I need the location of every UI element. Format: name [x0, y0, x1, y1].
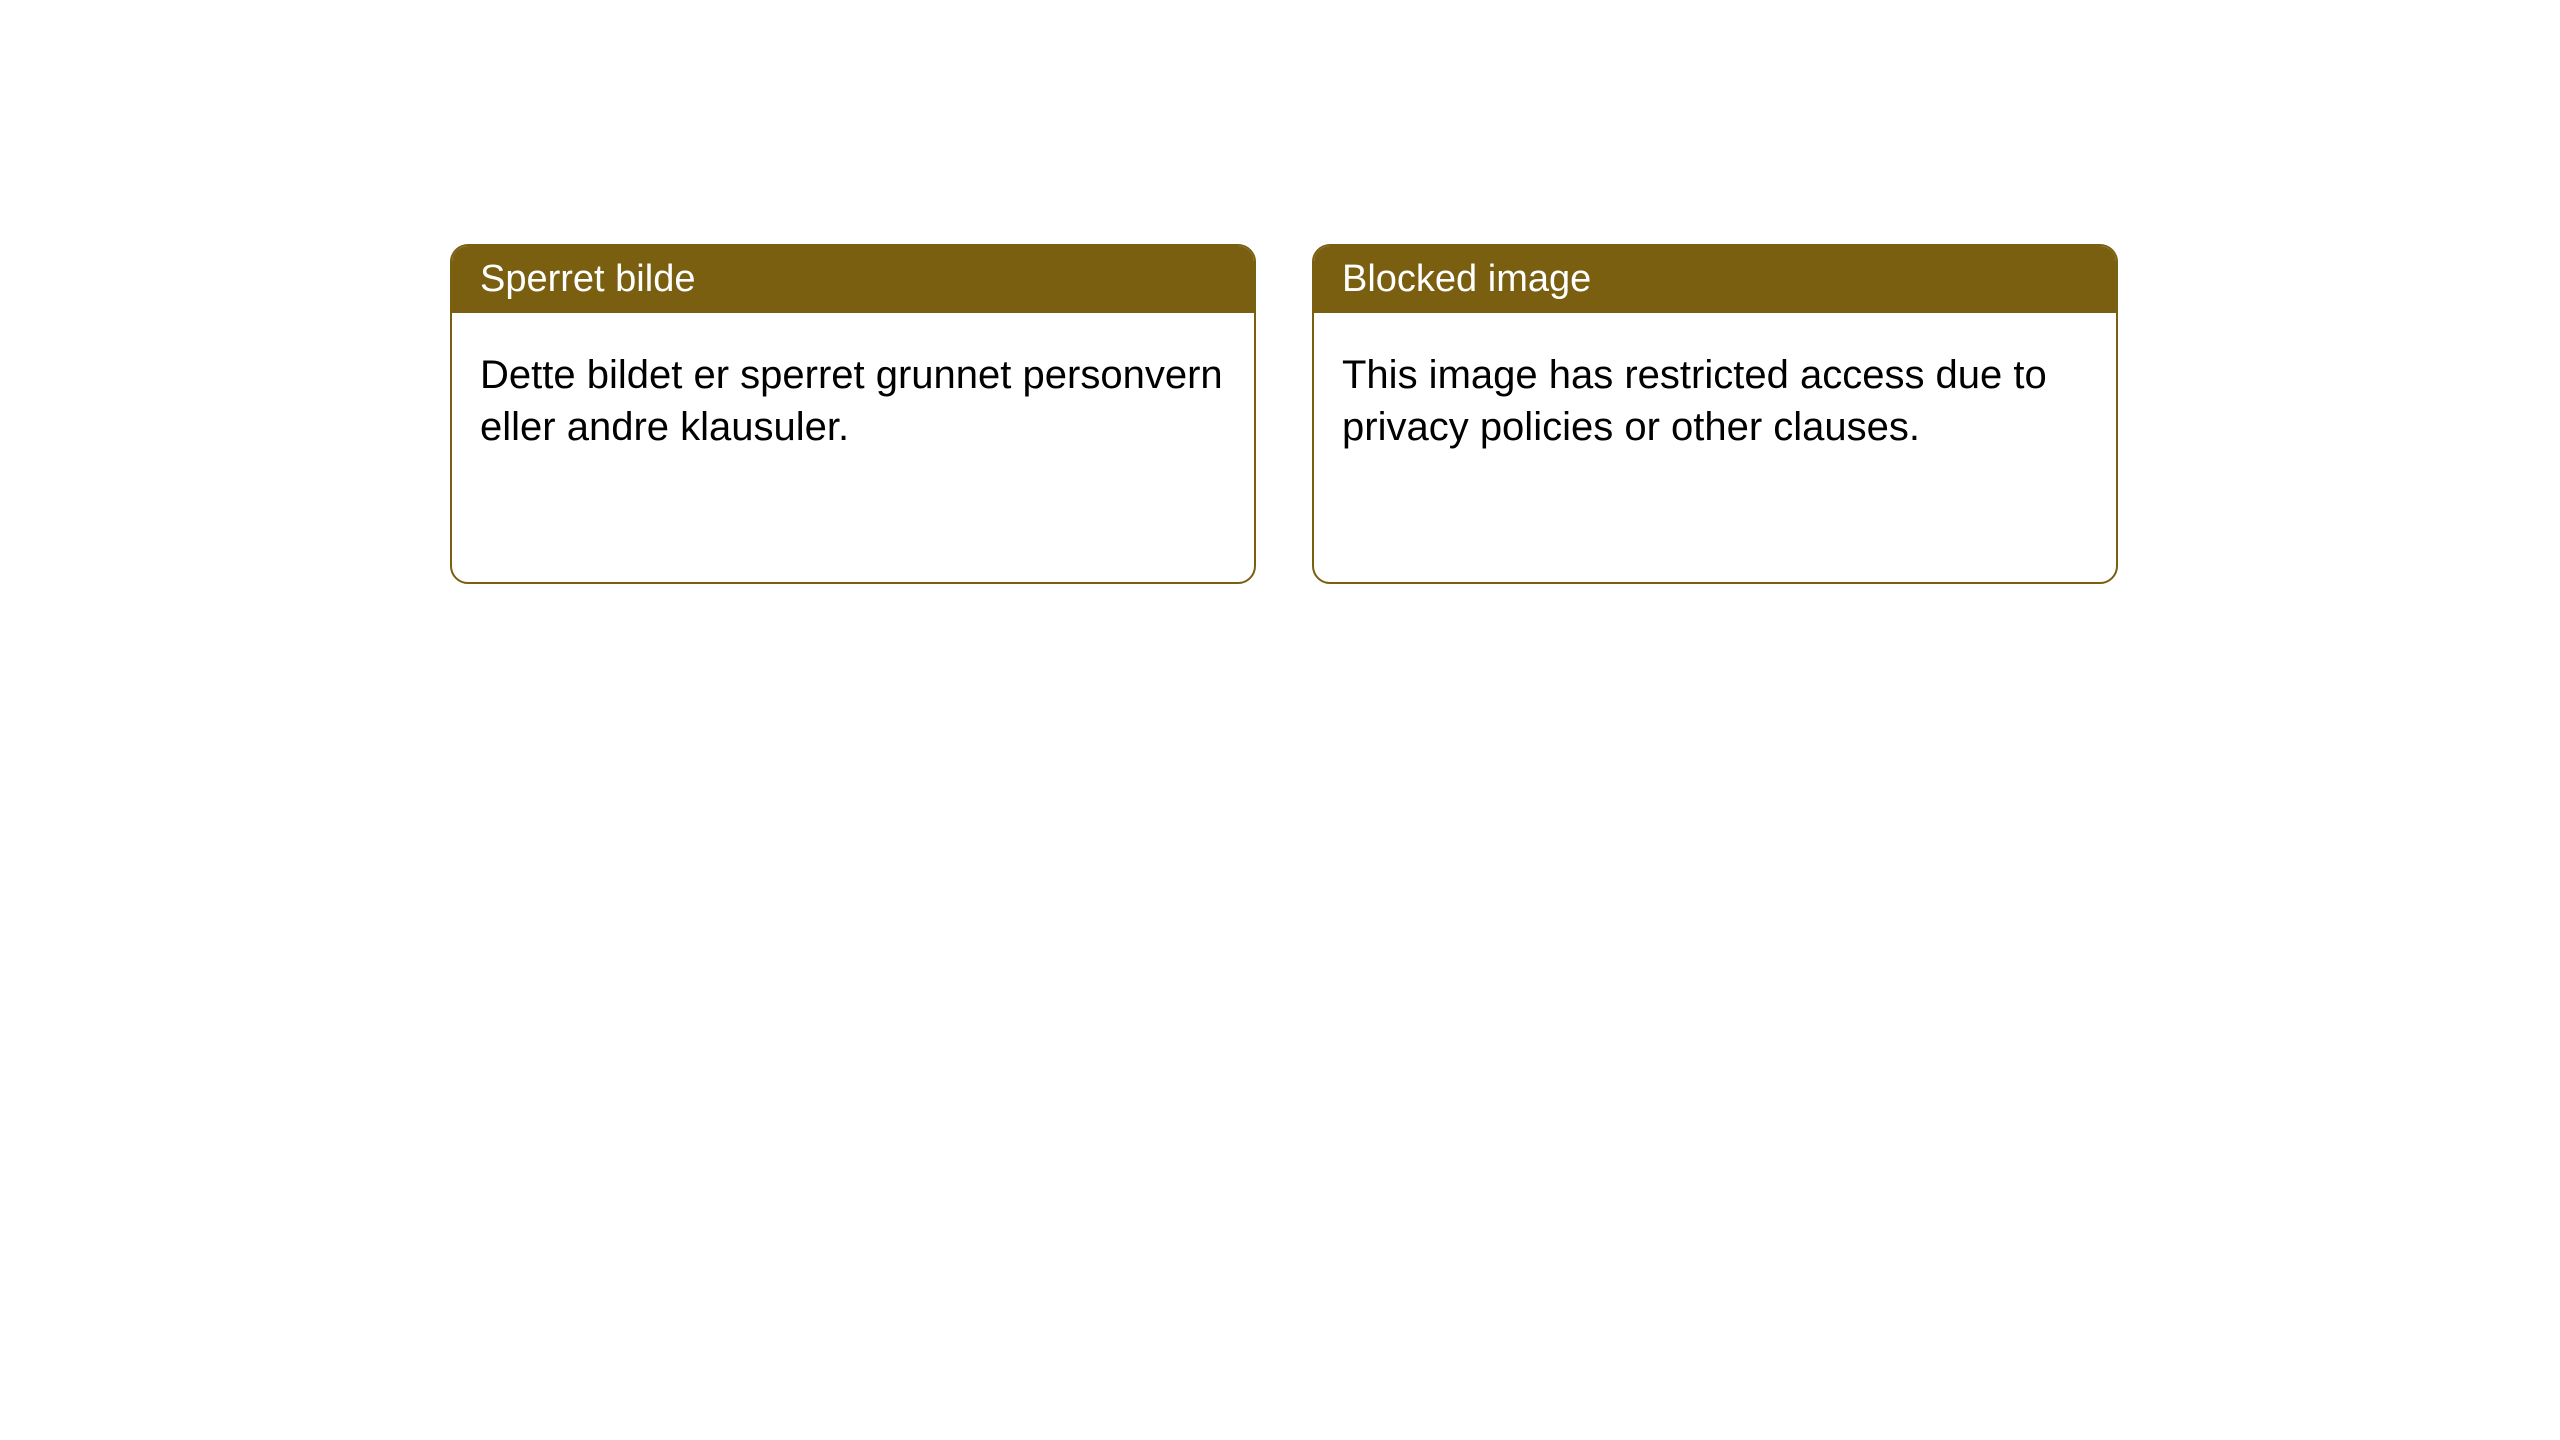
blocked-image-card-norwegian: Sperret bilde Dette bildet er sperret gr…	[450, 244, 1256, 584]
card-body-norwegian: Dette bildet er sperret grunnet personve…	[452, 313, 1254, 489]
card-title: Blocked image	[1342, 258, 1591, 300]
card-body-english: This image has restricted access due to …	[1314, 313, 2116, 489]
blocked-image-card-english: Blocked image This image has restricted …	[1312, 244, 2118, 584]
card-title: Sperret bilde	[480, 258, 695, 300]
card-body-text: Dette bildet er sperret grunnet personve…	[480, 353, 1223, 449]
card-body-text: This image has restricted access due to …	[1342, 353, 2047, 449]
card-header-english: Blocked image	[1314, 246, 2116, 313]
card-header-norwegian: Sperret bilde	[452, 246, 1254, 313]
notice-cards-container: Sperret bilde Dette bildet er sperret gr…	[0, 0, 2560, 584]
